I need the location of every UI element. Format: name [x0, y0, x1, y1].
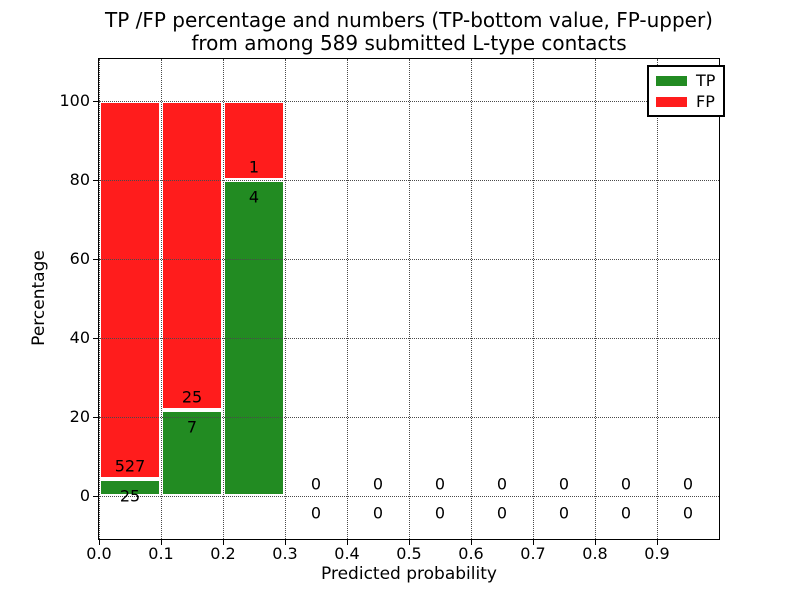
fp-count-label: 527	[114, 456, 146, 476]
fp-bar-segment	[223, 100, 285, 180]
plot-area: 527 25 25 7 1 4 0 0 0 0 0 0 0 0 0 0 0 0 0 0	[98, 58, 720, 540]
v-gridline	[223, 59, 224, 539]
x-tick	[533, 540, 534, 545]
v-gridline	[347, 59, 348, 539]
tp-count-label: 4	[248, 187, 260, 207]
chart-title: TP /FP percentage and numbers (TP-bottom…	[98, 9, 720, 55]
tp-bar-segment	[161, 409, 223, 497]
legend-swatch	[656, 75, 687, 86]
x-tick-label: 0.0	[86, 544, 112, 563]
v-gridline	[595, 59, 596, 539]
tp-count-label: 0	[682, 503, 694, 523]
y-tick	[93, 338, 98, 340]
legend-item-label: FP	[696, 92, 715, 111]
tp-count-label: 0	[558, 503, 570, 523]
y-tick-label: 40	[69, 328, 90, 348]
x-tick-label: 0.4	[334, 544, 360, 563]
x-tick-label: 0.1	[148, 544, 174, 563]
x-tick	[471, 540, 472, 545]
y-tick	[93, 417, 98, 419]
v-gridline	[657, 59, 658, 539]
x-tick-label: 0.8	[582, 544, 608, 563]
tp-bar-segment	[223, 179, 285, 497]
fp-count-label: 25	[181, 387, 203, 407]
x-tick-label: 0.6	[458, 544, 484, 563]
legend-item-label: TP	[696, 71, 716, 90]
fp-count-label: 0	[372, 474, 384, 494]
x-tick	[595, 540, 596, 545]
x-tick	[161, 540, 162, 545]
fp-count-label: 0	[682, 474, 694, 494]
v-gridline	[99, 59, 100, 539]
x-axis-label: Predicted probability	[321, 564, 497, 584]
x-tick	[223, 540, 224, 545]
v-gridline	[471, 59, 472, 539]
x-tick	[409, 540, 410, 545]
x-tick-label: 0.7	[520, 544, 546, 563]
fp-bar-segment	[99, 100, 161, 479]
y-tick	[93, 179, 98, 181]
y-tick	[93, 100, 98, 102]
fp-count-label: 0	[434, 474, 446, 494]
v-gridline	[409, 59, 410, 539]
tp-bar-segment	[99, 478, 161, 497]
v-gridline	[161, 59, 162, 539]
y-tick-label: 100	[59, 90, 90, 110]
x-tick-label: 0.5	[396, 544, 422, 563]
chart-title-line1: TP /FP percentage and numbers (TP-bottom…	[105, 8, 713, 32]
y-tick-label: 20	[69, 407, 90, 427]
fp-count-label: 0	[620, 474, 632, 494]
legend-item: FP	[656, 93, 715, 110]
y-tick-label: 0	[79, 486, 90, 506]
tp-count-label: 0	[620, 503, 632, 523]
x-tick-label: 0.2	[210, 544, 236, 563]
tp-count-label: 0	[372, 503, 384, 523]
x-tick	[285, 540, 286, 545]
x-tick-label: 0.3	[272, 544, 298, 563]
v-gridline	[533, 59, 534, 539]
tp-count-label: 0	[434, 503, 446, 523]
fp-count-label: 0	[310, 474, 322, 494]
x-tick-label: 0.9	[644, 544, 670, 563]
tp-count-label: 0	[496, 503, 508, 523]
v-gridline	[285, 59, 286, 539]
fp-count-label: 0	[496, 474, 508, 494]
y-tick	[93, 259, 98, 261]
chart-title-line2: from among 589 submitted L-type contacts	[191, 31, 627, 55]
fp-count-label: 0	[558, 474, 570, 494]
y-tick-label: 60	[69, 249, 90, 269]
tp-count-label: 7	[186, 417, 198, 437]
tp-count-label: 25	[119, 486, 141, 505]
tp-count-label: 0	[310, 503, 322, 523]
x-tick	[347, 540, 348, 545]
legend-item: TP	[656, 72, 715, 89]
x-tick	[657, 540, 658, 545]
legend-swatch	[656, 96, 687, 107]
legend: TP FP	[647, 65, 726, 117]
fp-bar-segment	[161, 100, 223, 410]
y-tick	[93, 496, 98, 498]
fp-count-label: 1	[248, 157, 260, 177]
x-tick	[99, 540, 100, 545]
y-tick-label: 80	[69, 169, 90, 189]
